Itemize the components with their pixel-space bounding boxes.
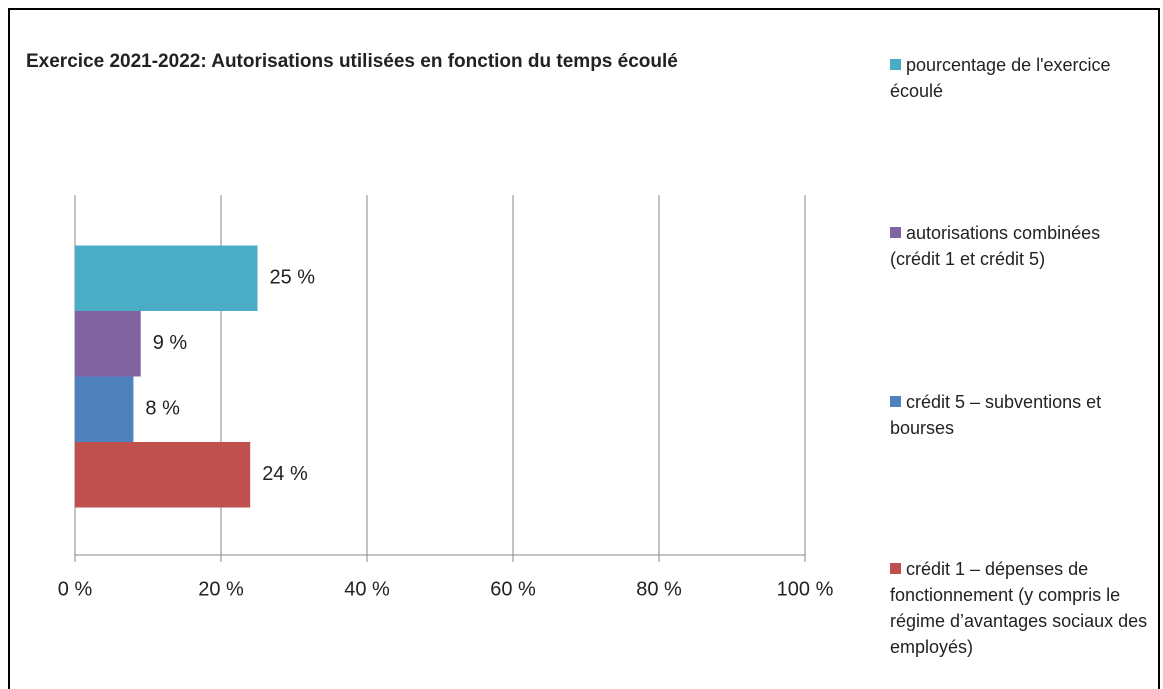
chart-frame (8, 8, 1160, 689)
bar (75, 442, 251, 508)
x-tick-label: 100 % (777, 578, 834, 600)
x-tick-label: 60 % (490, 578, 536, 600)
legend-swatch (890, 396, 901, 407)
legend-label: crédit 5 – subventions et bourses (890, 392, 1102, 438)
legend-entry: pourcentage de l'exercice écoulé (890, 52, 1155, 104)
legend-entry: crédit 1 – dépenses de fonctionnement (y… (890, 556, 1155, 660)
x-tick-label: 80 % (636, 578, 682, 600)
legend-label: crédit 1 – dépenses de fonctionnement (y… (890, 559, 1148, 657)
legend-label: autorisations combinées (crédit 1 et cré… (890, 223, 1101, 269)
value-label: 8 % (145, 398, 180, 420)
legend-entry: autorisations combinées (crédit 1 et cré… (890, 220, 1155, 272)
legend-swatch (890, 227, 901, 238)
value-label: 9 % (153, 332, 188, 354)
bar (75, 311, 141, 377)
bar (75, 245, 258, 311)
bar (75, 376, 134, 442)
value-label: 25 % (270, 267, 316, 289)
legend-swatch (890, 59, 901, 70)
chart-title: Exercice 2021-2022: Autorisations utilis… (26, 51, 678, 72)
legend-swatch (890, 563, 901, 574)
value-label: 24 % (262, 463, 308, 485)
legend-entry: crédit 5 – subventions et bourses (890, 389, 1155, 441)
x-tick-label: 20 % (198, 578, 244, 600)
x-tick-label: 0 % (58, 578, 93, 600)
x-tick-label: 40 % (344, 578, 390, 600)
legend-label: pourcentage de l'exercice écoulé (890, 55, 1111, 101)
